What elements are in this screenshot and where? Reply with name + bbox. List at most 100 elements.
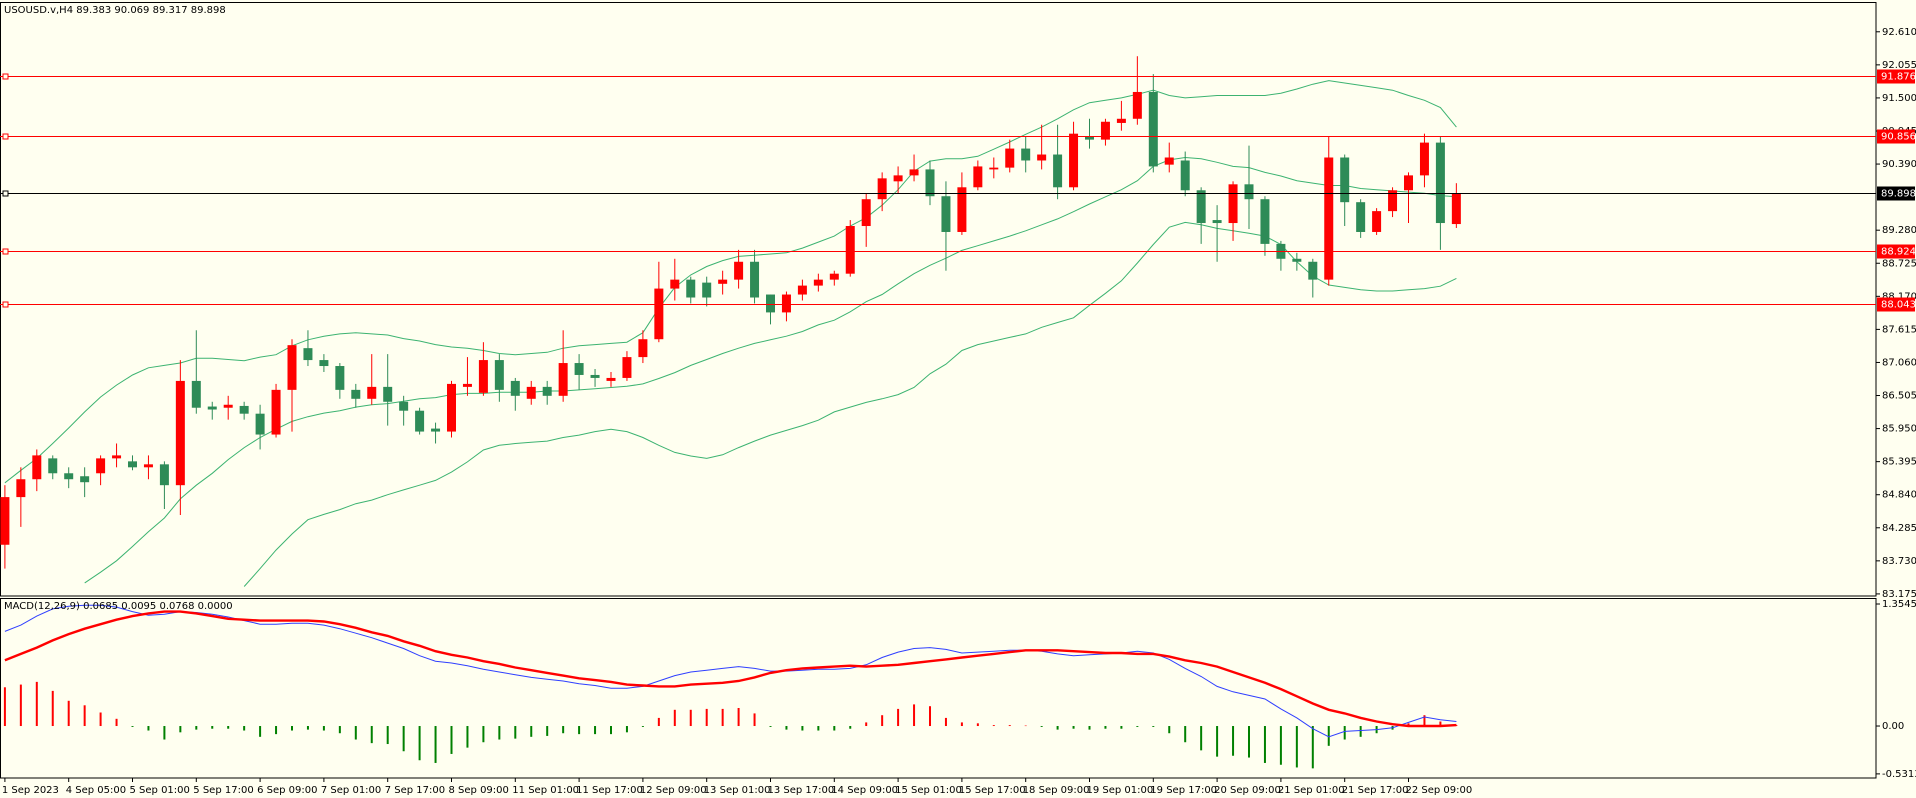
candle-body [813, 279, 823, 286]
candle-body [128, 461, 137, 468]
price-level-handle [2, 301, 9, 308]
macd-histogram-bar [195, 726, 198, 730]
candle-body [973, 166, 983, 188]
bollinger-band [4, 80, 1457, 484]
x-tick-label: 11 Sep 17:00 [576, 785, 643, 796]
candle-body [1419, 142, 1429, 176]
candle-body [1212, 220, 1222, 224]
x-tick-label: 13 Sep 01:00 [704, 785, 771, 796]
x-tick-label: 14 Sep 09:00 [831, 785, 898, 796]
candle-body [1148, 91, 1158, 167]
macd-histogram-bar [147, 726, 150, 731]
candle-body [191, 380, 201, 408]
candle-body [287, 345, 297, 390]
candle-body [1021, 148, 1031, 161]
macd-histogram-bar [1232, 726, 1235, 756]
macd-histogram-bar [1279, 726, 1282, 765]
candle-body [239, 405, 249, 414]
x-tick-label: 1 Sep 2023 [2, 785, 59, 796]
macd-histogram-bar [99, 712, 102, 727]
candle-body [32, 455, 42, 480]
candle-body [558, 363, 568, 396]
y-tick-label: 88.170 [1882, 291, 1916, 302]
candle-body [447, 383, 456, 432]
main-panel-frame [0, 2, 1877, 597]
candle-body [750, 261, 760, 298]
candle-body [702, 282, 712, 298]
x-tick-label: 5 Sep 01:00 [130, 785, 190, 796]
macd-histogram-bar [306, 726, 309, 730]
price-level-handle [2, 190, 9, 197]
x-tick-label: 5 Sep 17:00 [193, 785, 253, 796]
price-level-tag [1877, 186, 1915, 201]
macd-histogram-bar [291, 726, 293, 731]
macd-histogram-bar [434, 726, 437, 763]
macd-histogram-bar [992, 725, 995, 727]
candle-body [1435, 142, 1445, 224]
candle-body [877, 178, 887, 200]
candle-body [829, 273, 839, 280]
candle-body [175, 380, 185, 486]
candle-body [1260, 199, 1270, 244]
x-tick-label: 19 Sep 01:00 [1087, 785, 1154, 796]
macd-histogram-bar [1056, 726, 1059, 730]
macd-histogram-bar [275, 726, 278, 735]
y-tick-label: 85.950 [1882, 424, 1916, 435]
candle-body [893, 175, 903, 182]
macd-histogram-bar [115, 718, 118, 727]
macd-histogram-bar [1248, 726, 1250, 758]
macd-histogram-bar [35, 681, 38, 727]
candle-body [207, 406, 217, 410]
macd-histogram-bar [929, 706, 931, 727]
macd-histogram-bar [913, 704, 916, 727]
candle-body [797, 285, 807, 295]
candle-body [941, 196, 951, 232]
macd-histogram-bar [705, 708, 708, 727]
candle-body [415, 410, 425, 432]
macd-histogram-bar [801, 726, 804, 731]
candle-body [478, 360, 488, 393]
price-level-handle [2, 73, 9, 80]
macd-histogram-bar [163, 726, 166, 740]
macd-histogram-bar [753, 713, 756, 727]
price-level-label: 88.043 [1881, 300, 1916, 311]
macd-histogram-bar [1120, 726, 1123, 729]
price-level-label: 90.856 [1881, 132, 1916, 143]
macd-histogram-bar [689, 709, 692, 727]
candle-body [1037, 154, 1047, 161]
macd-histogram-bar [562, 726, 565, 734]
x-tick-label: 18 Sep 09:00 [1023, 785, 1090, 796]
x-tick-label: 15 Sep 17:00 [959, 785, 1026, 796]
macd-histogram-bar [514, 726, 517, 739]
macd-histogram-bar [897, 708, 900, 727]
candle-body [1324, 157, 1334, 280]
candle-body [590, 374, 600, 378]
candle-body [925, 169, 935, 197]
macd-histogram-bar [1359, 726, 1362, 737]
macd-histogram-bar [1216, 726, 1219, 757]
candle-body [431, 428, 441, 432]
y-tick-label: 83.730 [1882, 556, 1916, 567]
candle-body [462, 383, 472, 387]
macd-histogram-bar [3, 687, 6, 727]
candle-body [1164, 157, 1174, 165]
y-tick-label: 84.285 [1882, 523, 1916, 534]
candle-body [654, 288, 664, 340]
macd-histogram-bar [354, 726, 357, 740]
macd-histogram-bar [833, 726, 836, 731]
y-tick-label: 92.610 [1882, 27, 1916, 38]
macd-histogram-bar [578, 726, 581, 735]
macd-line [4, 604, 1457, 738]
macd-histogram-bar [673, 709, 676, 727]
macd-histogram-bar [1343, 726, 1346, 740]
price-level-tag [1877, 244, 1915, 259]
macd-histogram-bar [849, 726, 852, 729]
candle-body [510, 380, 520, 396]
candle-body [574, 363, 584, 375]
macd-histogram-bar [610, 726, 612, 735]
candle-body [367, 386, 377, 399]
macd-histogram-bar [19, 684, 22, 727]
candle-body [112, 455, 122, 459]
y-tick-label: 87.615 [1882, 324, 1916, 335]
